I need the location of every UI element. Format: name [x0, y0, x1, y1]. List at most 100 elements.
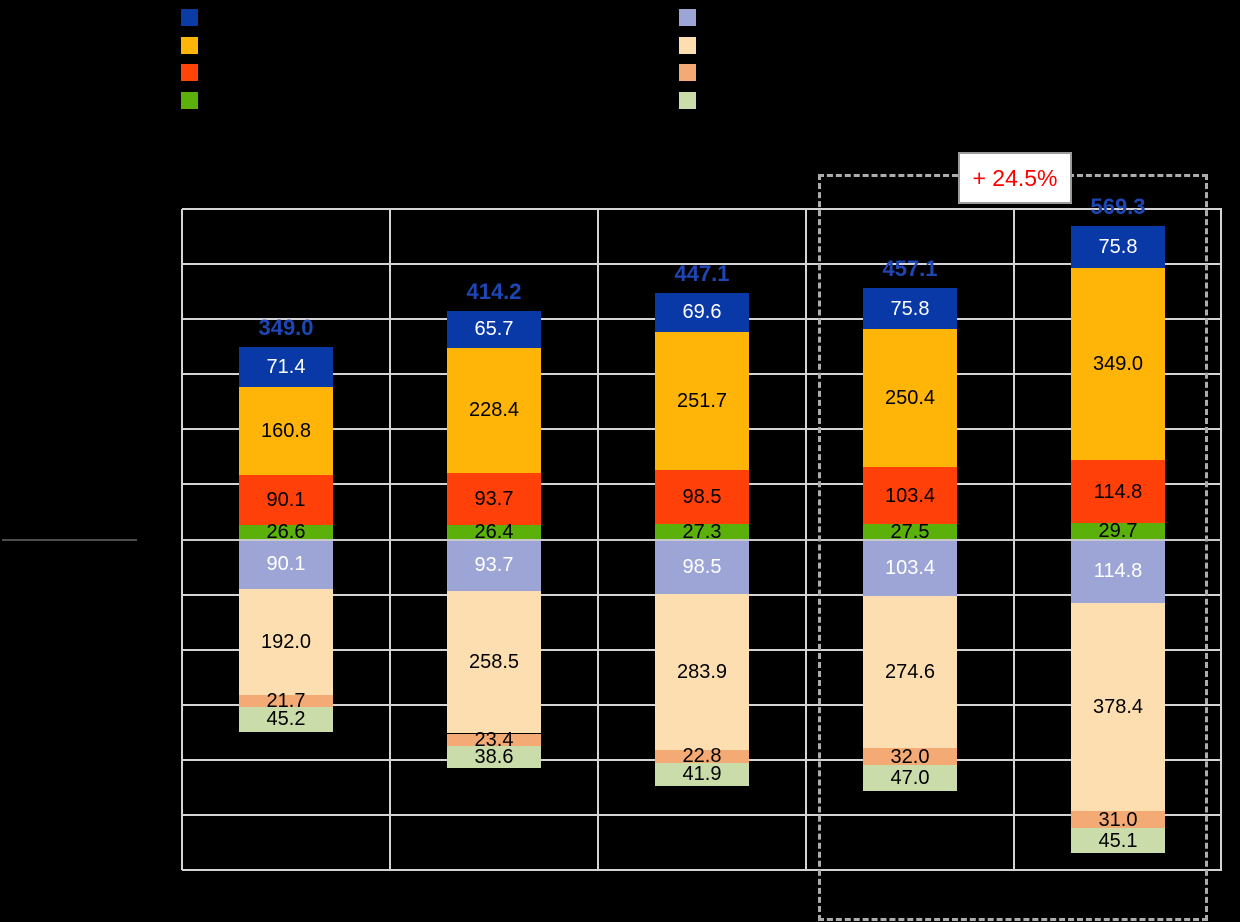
bar-segment — [1071, 602, 1165, 812]
highlight-dashed-box — [818, 174, 1208, 921]
bar-total-label: 349.0 — [258, 315, 314, 341]
bar-segment-label: 26.6 — [266, 521, 306, 544]
bar-segment — [1071, 225, 1165, 268]
bar-segment-label: 75.8 — [890, 297, 930, 320]
bar-segment-label: 27.3 — [682, 520, 722, 543]
bar-segment — [655, 762, 749, 786]
bar-segment — [655, 293, 749, 332]
bar-segment-label: 251.7 — [676, 389, 728, 412]
bar-segment-label: 71.4 — [266, 355, 306, 378]
legend-swatch-cream — [679, 36, 696, 54]
bar-segment-label: 38.6 — [474, 746, 514, 769]
bar-segment — [655, 470, 749, 525]
bar-segment-label: 21.7 — [266, 689, 306, 712]
gridline-horizontal — [182, 208, 1222, 210]
bar-segment — [447, 524, 541, 540]
bar-segment-label: 378.4 — [1092, 695, 1144, 718]
bar-segment — [1071, 459, 1165, 524]
bar-segment — [447, 746, 541, 768]
bar-segment-label: 45.1 — [1098, 829, 1138, 852]
bar-segment-label: 41.9 — [682, 763, 722, 786]
bar-segment — [863, 596, 957, 748]
bar-segment-label: 114.8 — [1093, 480, 1143, 503]
bar-segment-label: 103.4 — [884, 556, 936, 579]
legend-swatch-periwinkle — [679, 9, 696, 26]
bar-segment-label: 31.0 — [1098, 808, 1138, 831]
bar-segment — [239, 539, 333, 590]
bar-segment-label: 283.9 — [676, 660, 728, 683]
plot-area: 26.6 90.1 160.8 71.4 349.0 90.1 192.0 21.7 45.2 2… — [181, 195, 1222, 871]
bar-segment — [655, 750, 749, 763]
bar-segment — [863, 467, 957, 525]
bar-segment — [655, 593, 749, 751]
gridline-horizontal — [182, 869, 1222, 871]
bar-segment — [239, 386, 333, 476]
bar-segment — [863, 765, 957, 792]
bar-segment — [1071, 811, 1165, 829]
bar-segment-label: 103.4 — [884, 484, 936, 507]
bar-segment — [1071, 828, 1165, 854]
bar-total-label: 569.3 — [1090, 193, 1146, 219]
bar-segment — [863, 329, 957, 468]
legend-swatch-soft-green — [679, 91, 696, 109]
bar-segment — [1071, 523, 1165, 540]
bar-segment — [863, 287, 957, 330]
bar-segment-label: 250.4 — [884, 387, 936, 410]
bar-segment — [655, 539, 749, 594]
bar-segment — [239, 524, 333, 540]
bar-segment-label: 90.1 — [266, 489, 306, 512]
bar-segment — [1071, 267, 1165, 460]
bar-segment-label: 228.4 — [468, 399, 520, 422]
bar-segment — [447, 347, 541, 474]
bar-segment — [239, 694, 333, 707]
bar-segment-label: 23.4 — [474, 728, 514, 751]
bar-segment-label: 160.8 — [260, 419, 312, 442]
bar-segment — [447, 539, 541, 592]
bar-segment — [863, 747, 957, 766]
bar-segment — [863, 539, 957, 597]
bar-segment-label: 47.0 — [890, 767, 930, 790]
bar-total-label: 414.2 — [466, 279, 522, 305]
bar-segment-label: 75.8 — [1098, 235, 1138, 258]
bar-segment-label: 45.2 — [266, 708, 306, 731]
bar-total-label: 457.1 — [882, 255, 938, 281]
bar-segment-label: 192.0 — [260, 631, 312, 653]
bar-segment — [863, 524, 957, 540]
legend-swatch-dark-blue — [181, 9, 198, 26]
bar-segment-label: 93.7 — [474, 554, 514, 577]
bar-segment-label: 65.7 — [474, 318, 514, 341]
bar-segment — [239, 589, 333, 695]
bar-segment-label: 26.4 — [474, 521, 514, 544]
legend-swatch-green — [181, 91, 198, 109]
bar-segment-label: 29.7 — [1098, 520, 1138, 543]
bar-total-label: 447.1 — [674, 261, 730, 287]
bar-segment-label: 98.5 — [682, 555, 722, 578]
growth-annotation-label: + 24.5% — [972, 164, 1058, 191]
legend-swatch-soft-orange — [679, 64, 696, 81]
bar-segment-label: 349.0 — [1092, 352, 1144, 375]
bar-segment — [655, 331, 749, 471]
bar-segment-label: 22.8 — [682, 745, 722, 768]
gridline-horizontal — [182, 263, 1222, 266]
bar-segment-label: 98.5 — [682, 486, 722, 509]
bar-segment-label: 274.6 — [884, 661, 936, 684]
bar-segment-label: 27.5 — [890, 520, 930, 543]
bar-segment — [239, 706, 333, 732]
bar-segment — [655, 524, 749, 540]
growth-annotation-box: + 24.5% — [958, 152, 1072, 204]
legend-swatch-amber — [181, 36, 198, 54]
bar-segment — [239, 475, 333, 525]
axis-label-underline — [2, 539, 137, 541]
bar-segment — [447, 733, 541, 747]
bar-segment — [447, 591, 541, 734]
zero-axis-line — [182, 538, 1222, 541]
bar-segment-label: 114.8 — [1093, 560, 1143, 583]
bar-segment-label: 32.0 — [890, 745, 930, 768]
bar-segment — [447, 311, 541, 348]
bar-segment-label: 93.7 — [474, 488, 514, 511]
bar-segment — [1071, 539, 1165, 603]
bar-segment — [447, 473, 541, 525]
bar-segment-label: 90.1 — [266, 553, 306, 576]
gridline-horizontal — [182, 813, 1222, 816]
